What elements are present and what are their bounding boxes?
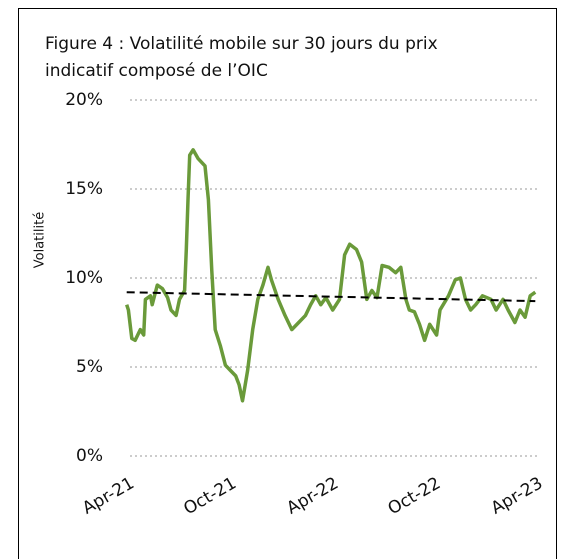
- y-tick-label: 0%: [76, 446, 103, 466]
- trend-line: [126, 291, 536, 303]
- y-tick-label: 20%: [65, 90, 103, 110]
- y-tick-label: 15%: [65, 179, 103, 199]
- y-tick-label: 10%: [65, 268, 103, 288]
- chart-title: Figure 4 : Volatilité mobile sur 30 jour…: [45, 34, 438, 81]
- data-line: [125, 148, 537, 403]
- y-tick-label: 5%: [76, 357, 103, 377]
- y-axis-label: Volatilité: [33, 212, 48, 268]
